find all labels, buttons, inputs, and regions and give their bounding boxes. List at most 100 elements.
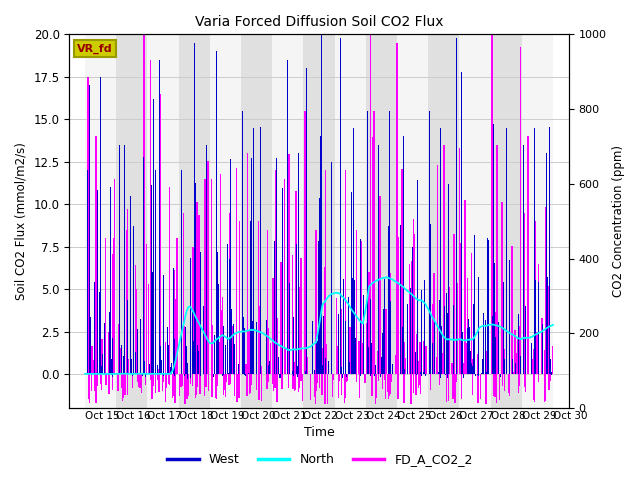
Bar: [155, 374, 156, 394]
Bar: [464, 341, 465, 374]
Bar: [319, 374, 320, 388]
Bar: [430, 224, 431, 374]
Bar: [293, 364, 294, 374]
Bar: [538, 264, 540, 374]
Bar: [442, 353, 444, 374]
Bar: [449, 287, 451, 374]
Bar: [124, 345, 125, 374]
Bar: [374, 374, 376, 404]
Bar: [424, 333, 426, 374]
Bar: [345, 374, 346, 398]
Bar: [179, 374, 180, 390]
Bar: [324, 374, 326, 404]
Bar: [401, 374, 403, 378]
Bar: [344, 374, 346, 383]
Bar: [292, 255, 293, 374]
Bar: [374, 111, 375, 374]
Bar: [259, 374, 260, 396]
Bar: [259, 374, 260, 391]
Bar: [343, 279, 344, 374]
Bar: [187, 363, 188, 374]
Bar: [511, 363, 513, 374]
Bar: [100, 77, 101, 374]
Bar: [118, 368, 120, 374]
Bar: [216, 374, 217, 398]
Bar: [345, 170, 346, 374]
Bar: [317, 374, 319, 384]
Bar: [166, 374, 167, 388]
Bar: [356, 229, 357, 374]
Bar: [243, 324, 244, 374]
Bar: [193, 247, 194, 374]
Bar: [488, 355, 490, 374]
Bar: [418, 374, 419, 388]
Bar: [195, 374, 196, 393]
Bar: [465, 201, 466, 374]
Bar: [163, 374, 164, 382]
Bar: [477, 374, 479, 403]
Bar: [297, 374, 298, 377]
Bar: [228, 372, 229, 374]
Bar: [433, 304, 434, 374]
Bar: [338, 314, 339, 374]
Bar: [266, 372, 267, 374]
Bar: [168, 374, 169, 384]
Bar: [481, 373, 482, 374]
Bar: [246, 374, 248, 390]
Bar: [246, 153, 248, 374]
Bar: [425, 374, 426, 376]
Bar: [94, 374, 95, 385]
Bar: [118, 374, 119, 391]
Bar: [449, 366, 450, 374]
Bar: [267, 229, 268, 374]
Bar: [248, 331, 250, 374]
Bar: [125, 374, 126, 394]
Bar: [503, 282, 504, 374]
Bar: [221, 297, 223, 374]
Bar: [331, 355, 332, 374]
Bar: [268, 374, 269, 383]
Bar: [534, 374, 535, 400]
Bar: [251, 374, 252, 385]
Bar: [459, 148, 460, 374]
Bar: [501, 202, 502, 374]
Bar: [159, 374, 160, 392]
Bar: [472, 374, 474, 395]
Bar: [425, 347, 427, 374]
Bar: [549, 374, 550, 381]
Bar: [345, 322, 346, 374]
Bar: [159, 374, 160, 389]
Bar: [157, 369, 159, 374]
Bar: [454, 374, 456, 403]
Bar: [321, 368, 322, 374]
Bar: [95, 306, 97, 374]
Bar: [461, 374, 462, 398]
Bar: [548, 287, 549, 374]
Bar: [244, 374, 245, 375]
Bar: [180, 374, 181, 387]
Bar: [173, 374, 174, 396]
Bar: [363, 295, 364, 374]
Bar: [317, 241, 319, 374]
Bar: [371, 348, 372, 374]
Bar: [542, 324, 543, 374]
Bar: [161, 360, 162, 374]
Bar: [211, 179, 212, 374]
Bar: [452, 374, 453, 381]
Bar: [493, 124, 494, 374]
Bar: [374, 374, 375, 376]
Bar: [266, 321, 267, 374]
Bar: [148, 327, 150, 374]
Bar: [364, 374, 365, 381]
Bar: [515, 362, 516, 374]
Bar: [404, 370, 405, 374]
Bar: [527, 359, 529, 374]
Bar: [534, 367, 535, 374]
Bar: [430, 345, 431, 374]
Bar: [287, 374, 289, 388]
Bar: [322, 348, 323, 374]
Bar: [108, 371, 110, 374]
Bar: [190, 258, 191, 374]
Bar: [303, 35, 335, 408]
Bar: [204, 179, 206, 374]
